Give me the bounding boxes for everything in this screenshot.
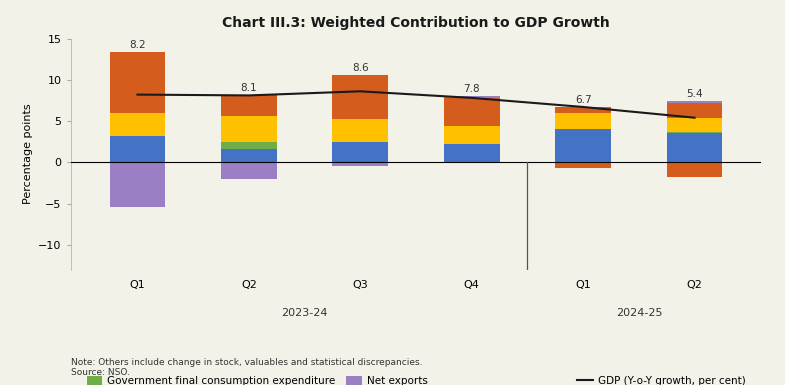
Bar (333, 162, 389, 166)
Bar (221, 116, 277, 142)
Bar (110, 113, 166, 136)
Title: Chart III.3: Weighted Contribution to GDP Growth: Chart III.3: Weighted Contribution to GD… (222, 17, 610, 30)
Bar (666, 162, 722, 177)
Text: Note: Others include change in stock, valuables and statistical discrepancies.
S: Note: Others include change in stock, va… (71, 358, 422, 377)
Bar (666, 133, 722, 162)
Bar (444, 144, 499, 162)
Bar (555, 162, 611, 168)
Bar (666, 132, 722, 133)
Bar (444, 98, 499, 126)
Bar (110, 136, 166, 162)
Bar (221, 149, 277, 162)
Bar (666, 118, 722, 132)
Bar (333, 142, 389, 162)
Text: 2024-25: 2024-25 (615, 308, 662, 318)
Text: 5.4: 5.4 (686, 89, 703, 99)
Bar (221, 162, 277, 179)
Bar (333, 119, 389, 142)
Bar (555, 113, 611, 129)
Y-axis label: Percentage points: Percentage points (23, 104, 33, 204)
Legend: Government final consumption expenditure, Gross fixed capital formation, Net exp: Government final consumption expenditure… (82, 372, 750, 385)
Text: 8.1: 8.1 (241, 84, 257, 94)
Bar (555, 129, 611, 162)
Bar (666, 101, 722, 103)
Bar (221, 95, 277, 116)
Text: 8.6: 8.6 (352, 63, 369, 73)
Bar (555, 107, 611, 113)
Bar (666, 103, 722, 118)
Text: 8.2: 8.2 (130, 40, 146, 50)
Bar (444, 126, 499, 144)
Bar (110, 52, 166, 113)
Bar (333, 75, 389, 119)
Text: 7.8: 7.8 (463, 84, 480, 94)
Bar (110, 162, 166, 207)
Bar (221, 142, 277, 149)
Text: 6.7: 6.7 (575, 95, 591, 105)
Bar (444, 96, 499, 98)
Text: 2023-24: 2023-24 (281, 308, 328, 318)
